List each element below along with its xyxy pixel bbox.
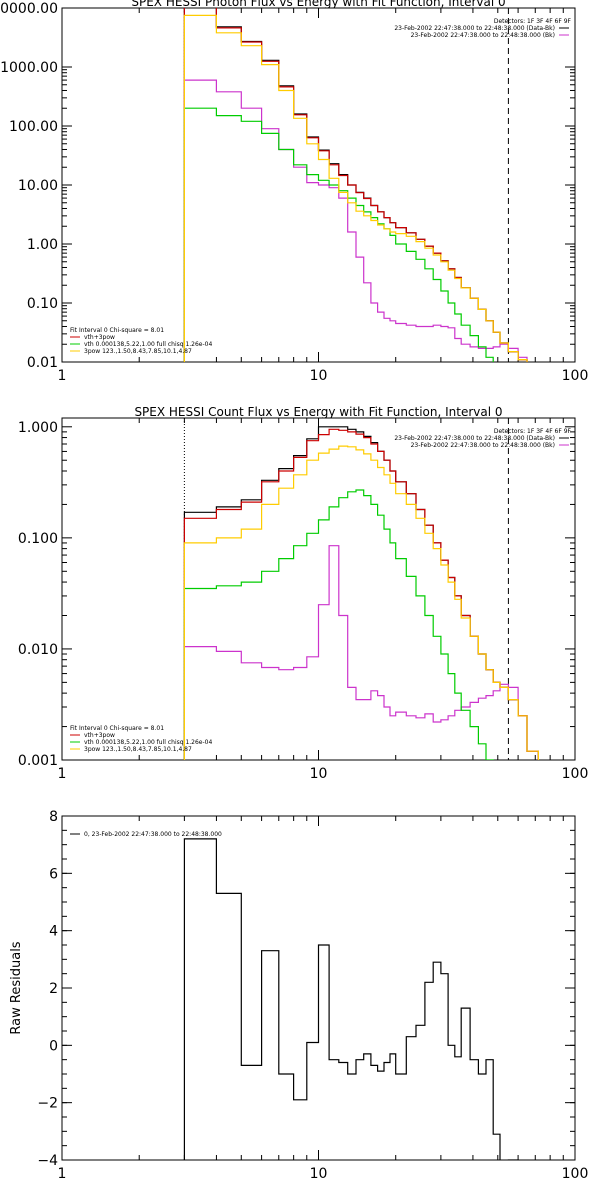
series-line-4 (183, 445, 539, 760)
legend-entry: 3pow 123.,1.50,8.43,7.85,10.1,4.87 (84, 746, 192, 753)
y-tick-label: 1000.00 (0, 60, 58, 76)
y-tick-label: 4 (49, 924, 58, 940)
chart-panel-1: SPEX HESSI Photon Flux vs Energy with Fi… (0, 0, 588, 384)
series-line-0 (183, 838, 519, 1160)
y-tick-label: 1.000 (18, 420, 58, 436)
y-tick-label: −4 (37, 1153, 58, 1169)
y-tick-label: 0 (49, 1038, 58, 1054)
series-line-1 (183, 79, 528, 362)
series-line-1 (183, 545, 539, 760)
chart-panel-2: SPEX HESSI Count Flux vs Energy with Fit… (18, 405, 589, 782)
legend-entry: vth+3pow (84, 732, 115, 739)
y-tick-label: 0.10 (27, 296, 58, 312)
series-group (183, 8, 528, 362)
x-tick-label: 10 (310, 368, 328, 384)
series-group (183, 426, 539, 760)
legend-entry: Detectors: 1F 3F 4F 6F 9F (494, 428, 572, 435)
series-line-0 (183, 426, 539, 760)
y-tick-label: 0.001 (18, 753, 58, 769)
x-tick-label: 1 (58, 368, 67, 384)
y-tick-label: 10.00 (18, 178, 58, 194)
y-tick-label: 2 (49, 981, 58, 997)
y-tick-label: 0.01 (27, 355, 58, 371)
series-line-4 (183, 14, 528, 362)
x-tick-label: 100 (562, 766, 589, 782)
legend-entry: 23-Feb-2002 22:47:38.000 to 22:48:38.000… (411, 32, 555, 39)
legend-entry: 23-Feb-2002 22:47:38.000 to 22:48:38.000… (411, 442, 555, 449)
legend-entry: Detectors: 1F 3F 4F 6F 9F (494, 18, 572, 25)
y-tick-label: 100.00 (9, 119, 58, 135)
legend-entry: vth+3pow (84, 334, 115, 341)
series-line-2 (183, 428, 539, 760)
x-tick-label: 100 (562, 1166, 589, 1182)
series-line-2 (183, 8, 528, 362)
x-tick-label: 1 (58, 766, 67, 782)
y-tick-label: −2 (37, 1096, 58, 1112)
y-axis-label: Raw Residuals (9, 941, 24, 1034)
x-tick-label: 100 (562, 368, 589, 384)
series-line-3 (183, 107, 494, 362)
y-tick-label: 6 (49, 866, 58, 882)
x-tick-label: 10 (310, 766, 328, 782)
y-tick-label: 1.00 (27, 237, 58, 253)
y-tick-label: 8 (49, 809, 58, 825)
series-line-3 (183, 489, 494, 760)
series-group (183, 838, 519, 1160)
chart-title: SPEX HESSI Count Flux vs Energy with Fit… (134, 405, 502, 419)
legend-entry: 3pow 123.,1.50,8.43,7.85,10.1,4.87 (84, 348, 192, 355)
y-tick-label: 0000.00 (0, 1, 58, 17)
legend-entry: vth 0.000138,5.22,1.00 full chisq 1.26e-… (84, 739, 212, 746)
plot-frame (61, 417, 576, 761)
legend-entry: 23-Feb-2002 22:47:38.000 to 22:48:38.000… (394, 25, 555, 32)
x-tick-label: 10 (310, 1166, 328, 1182)
x-tick-label: 1 (58, 1166, 67, 1182)
legend-entry: Fit Interval 0 Chi-square = 8.01 (70, 327, 164, 334)
chart-title: SPEX HESSI Photon Flux vs Energy with Fi… (131, 0, 505, 9)
y-tick-label: 0.100 (18, 531, 58, 547)
y-tick-label: 0.010 (18, 642, 58, 658)
legend-entry: vth 0.000138,5.22,1.00 full chisq 1.26e-… (84, 341, 212, 348)
legend-entry: 23-Feb-2002 22:47:38.000 to 22:48:38.000… (394, 435, 555, 442)
legend-entry: 0, 23-Feb-2002 22:47:38.000 to 22:48:38.… (84, 831, 222, 838)
chart-panel-3: 1 10 100 8 6 4 2 0 −2 −4 Raw Residuals 0, 23-Feb-20… (9, 809, 588, 1182)
series-line-0 (183, 8, 528, 362)
legend-entry: Fit Interval 0 Chi-square = 8.01 (70, 725, 164, 732)
